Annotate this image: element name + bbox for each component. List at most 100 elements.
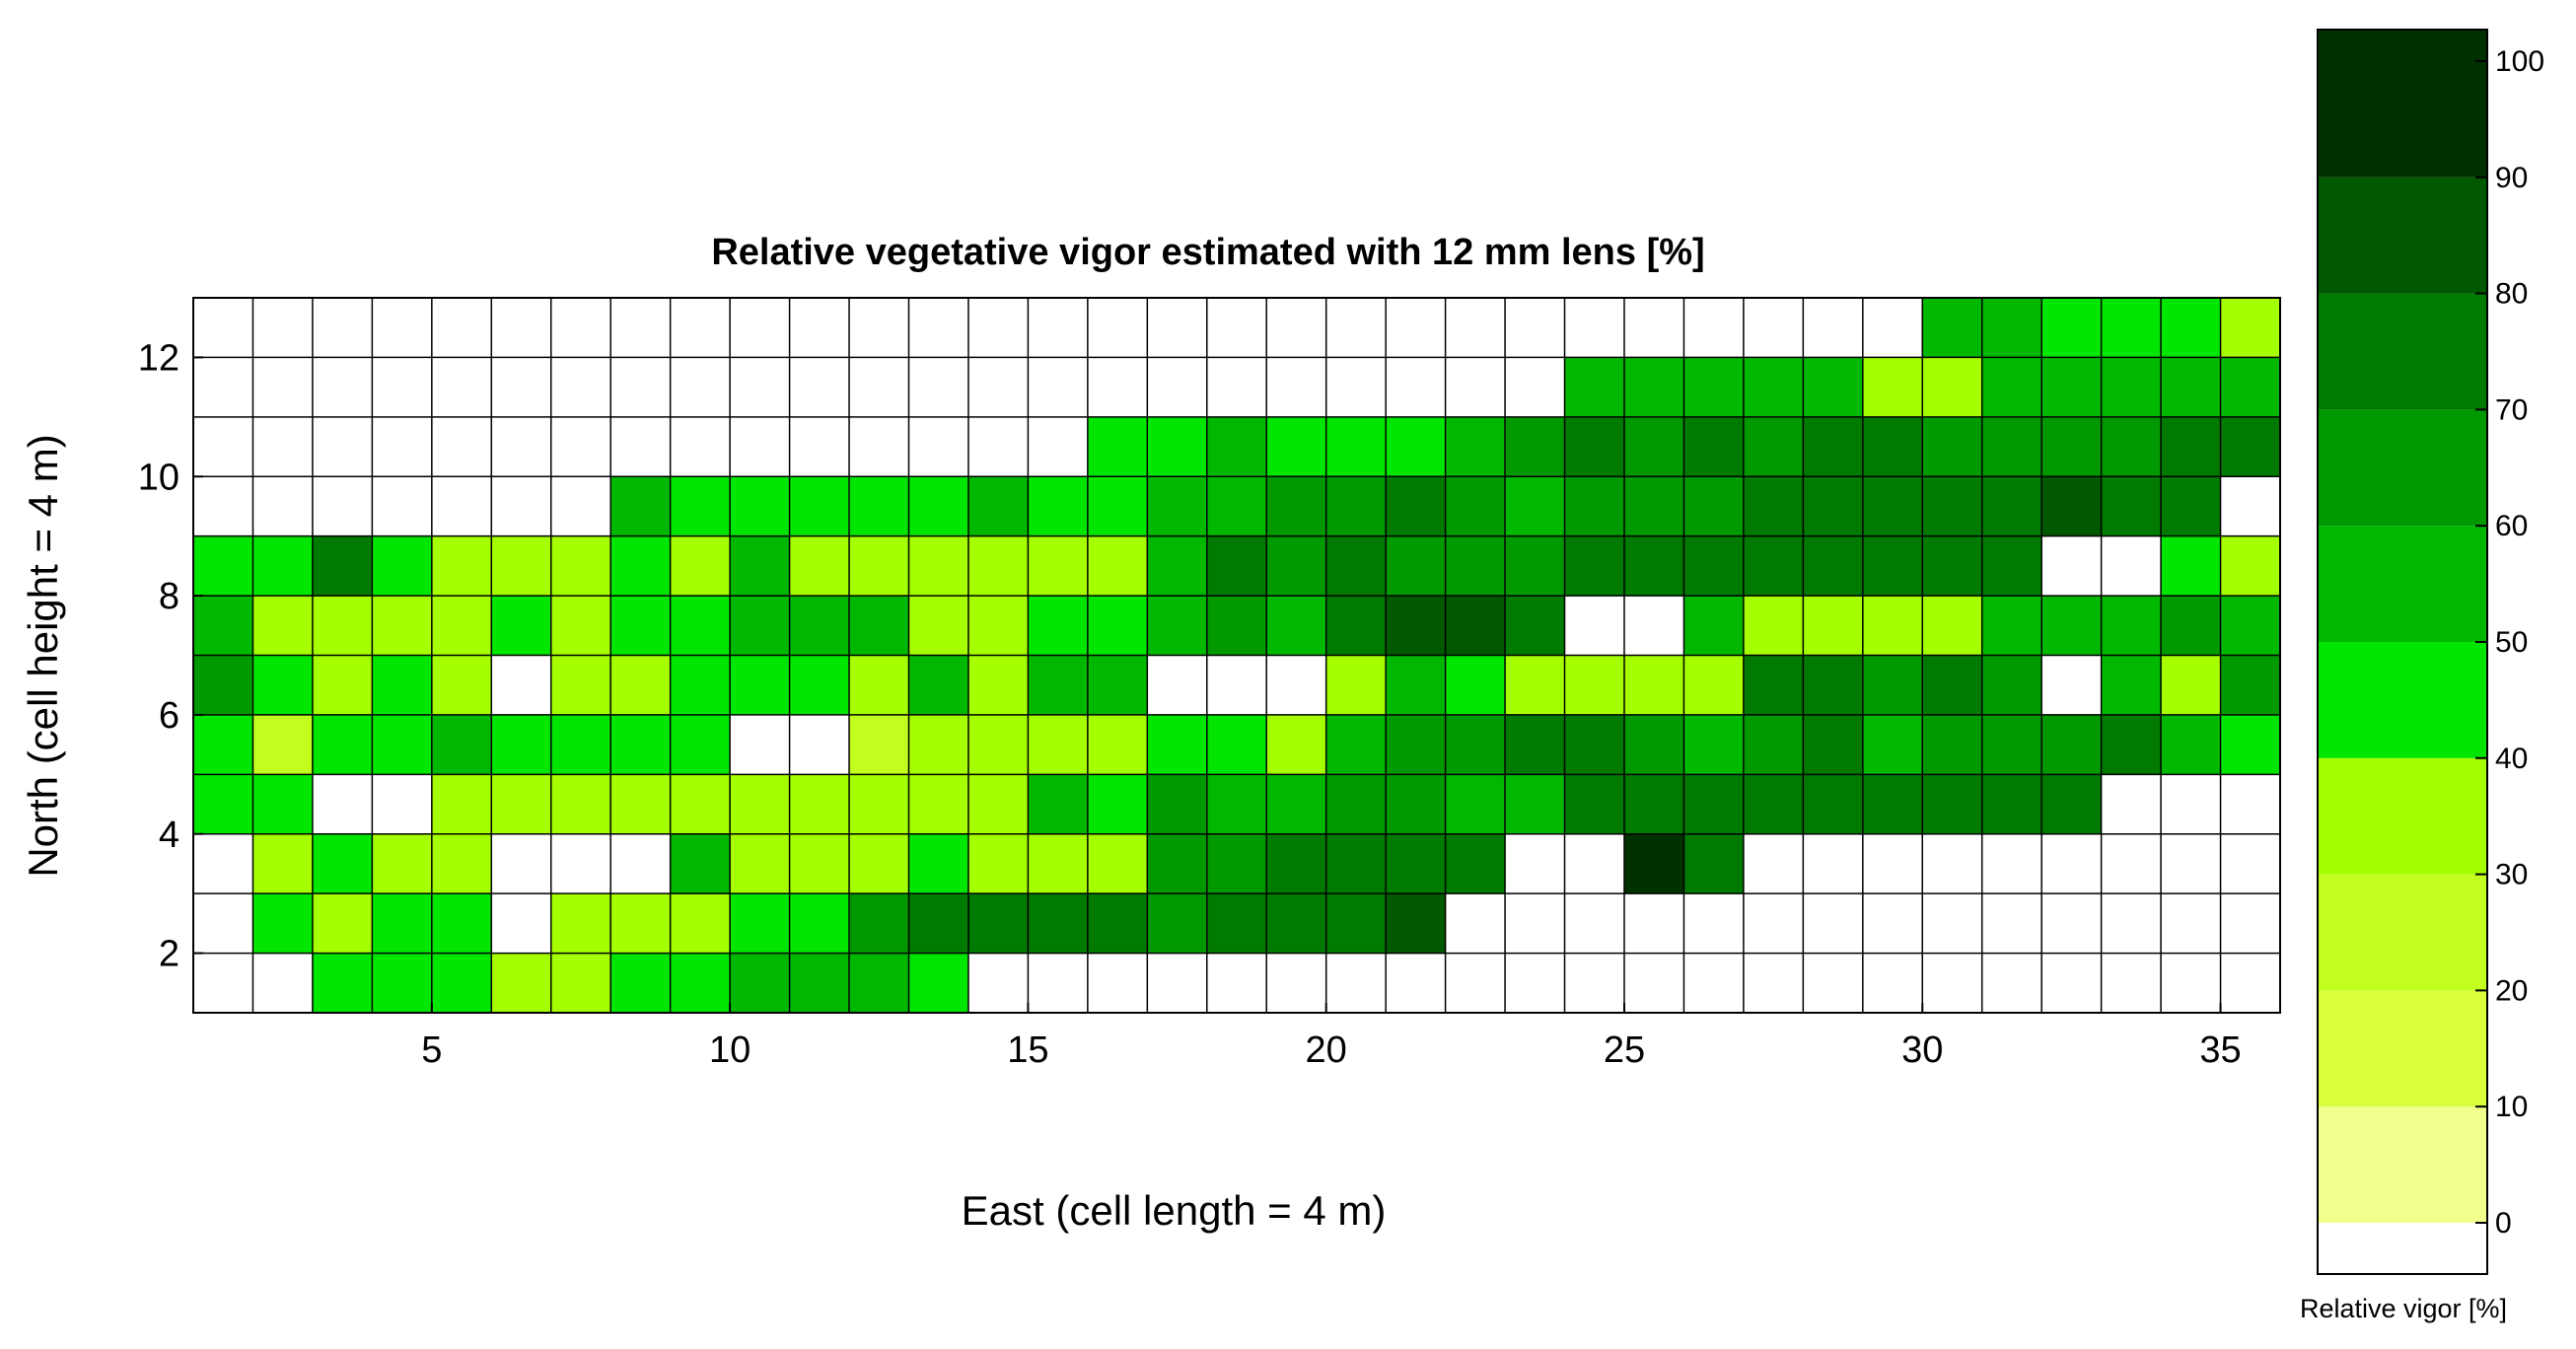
heatmap-cell (1325, 476, 1387, 536)
heatmap-cell (252, 774, 313, 834)
heatmap-cell (1981, 774, 2042, 834)
heatmap-cell (2220, 476, 2280, 536)
heatmap-cell (1087, 833, 1148, 894)
gridlines (193, 298, 2280, 1013)
heatmap-cell (1922, 298, 1982, 358)
heatmap-cell (730, 714, 790, 775)
heatmap-cell (670, 655, 731, 715)
heatmap-cell (1862, 596, 1923, 656)
heatmap-cell (550, 357, 611, 417)
heatmap-cell (372, 596, 432, 656)
heatmap-cell (1683, 596, 1744, 656)
heatmap-cell (2041, 416, 2102, 477)
heatmap-cell (670, 416, 731, 477)
heatmap-cell (252, 833, 313, 894)
heatmap-cell (1981, 953, 2042, 1013)
heatmap-cell (1147, 596, 1207, 656)
heatmap-cell (967, 298, 1029, 358)
x-tick-label: 15 (1007, 1030, 1048, 1071)
heatmap-cell (1803, 357, 1863, 417)
heatmap-cell (1386, 357, 1446, 417)
colorbar-band (2318, 177, 2487, 294)
heatmap-cell (967, 357, 1029, 417)
heatmap-cell (2101, 774, 2162, 834)
heatmap-cell (967, 476, 1029, 536)
colorbar-tick-label: 0 (2495, 1207, 2512, 1240)
heatmap-cell (312, 535, 373, 597)
heatmap-cell (908, 298, 968, 358)
heatmap-cell (1803, 714, 1863, 775)
y-axis-label: North (cell height = 4 m) (20, 434, 66, 877)
heatmap-cell (610, 714, 671, 775)
heatmap-cell (967, 774, 1029, 834)
heatmap-cell (1743, 953, 1804, 1013)
heatmap-cell (967, 416, 1029, 477)
colorbar-tick-label: 100 (2495, 45, 2544, 78)
heatmap-cell (1028, 893, 1088, 954)
heatmap-cell (372, 416, 432, 477)
heatmap-cell (1147, 833, 1207, 894)
heatmap-cell (1445, 774, 1506, 834)
heatmap-cell (789, 833, 850, 894)
heatmap-cell (1325, 535, 1387, 597)
heatmap-cell (193, 596, 253, 656)
heatmap-cell (1743, 535, 1804, 597)
heatmap-cell (312, 357, 373, 417)
heatmap-cell (730, 357, 790, 417)
heatmap-cell (1028, 596, 1088, 656)
heatmap-cell (252, 714, 313, 775)
heatmap-cell (1445, 655, 1506, 715)
heatmap-cell (1623, 476, 1684, 536)
heatmap-cell (2220, 416, 2280, 477)
heatmap-cell (2101, 893, 2162, 954)
heatmap-cell (967, 535, 1029, 597)
x-tick-label: 20 (1306, 1030, 1347, 1071)
chart-title: Relative vegetative vigor estimated with… (711, 232, 1704, 273)
heatmap-cell (610, 298, 671, 358)
heatmap-cell (2220, 893, 2280, 954)
heatmap-cell (849, 655, 909, 715)
heatmap-cell (1981, 833, 2042, 894)
heatmap-cell (431, 655, 492, 715)
heatmap-cell (1206, 596, 1267, 656)
heatmap-cell (550, 833, 611, 894)
heatmap-cell (1623, 893, 1684, 954)
heatmap-cell (1206, 655, 1267, 715)
heatmap-cell (1623, 596, 1684, 656)
heatmap-cell (1386, 416, 1446, 477)
colorbar-label: Relative vigor [%] (2300, 1294, 2507, 1323)
heatmap-cell (1386, 953, 1446, 1013)
heatmap-cell (1505, 774, 1565, 834)
heatmap-cell (2161, 416, 2221, 477)
heatmap-cell (610, 535, 671, 597)
heatmap-cell (1325, 416, 1387, 477)
heatmap-cell (1683, 476, 1744, 536)
heatmap-cell (1386, 596, 1446, 656)
heatmap-cell (2220, 596, 2280, 656)
heatmap-cell (1147, 714, 1207, 775)
heatmap-cell (2041, 476, 2102, 536)
heatmap-cell (2041, 833, 2102, 894)
heatmap-cell (1206, 774, 1267, 834)
x-axis-label: East (cell length = 4 m) (962, 1187, 1387, 1234)
heatmap-cell (1505, 833, 1565, 894)
heatmap-cell (1386, 833, 1446, 894)
heatmap-cell (1386, 774, 1446, 834)
colorbar-tick-label: 60 (2495, 510, 2528, 542)
heatmap-cell (1981, 416, 2042, 477)
heatmap-cell (2101, 298, 2162, 358)
heatmap-cell (1206, 298, 1267, 358)
colorbar-band (2318, 874, 2487, 991)
heatmap-cell (2161, 298, 2221, 358)
x-tick-label: 10 (709, 1030, 751, 1071)
heatmap-cell (849, 357, 909, 417)
heatmap-cell (1743, 774, 1804, 834)
heatmap-cell (1028, 476, 1088, 536)
heatmap-cell (1386, 714, 1446, 775)
heatmap-cell (2161, 833, 2221, 894)
heatmap-cell (967, 953, 1029, 1013)
heatmap-cell (2220, 833, 2280, 894)
heatmap-cell (1683, 298, 1744, 358)
colorbar-band (2318, 1106, 2487, 1223)
heatmap-cell (789, 298, 850, 358)
